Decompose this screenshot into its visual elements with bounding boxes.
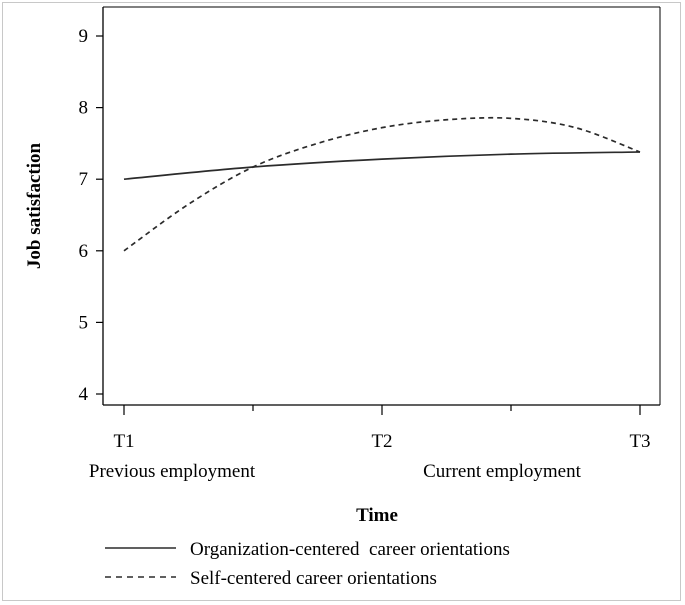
y-tick-label: 7 (79, 169, 89, 190)
series-layer (123, 116, 641, 252)
series-line-organization-centered (123, 151, 641, 181)
legend-label-organization: Organization-centered career orientation… (190, 539, 510, 560)
series-line-self-centered (123, 116, 641, 252)
y-tick-label: 9 (79, 26, 89, 47)
x-tick-label: T2 (371, 431, 392, 452)
y-tick-label: 5 (79, 312, 89, 333)
y-axis-ticks: 4 5 6 7 8 9 (79, 26, 103, 405)
y-tick-label: 4 (79, 384, 89, 405)
y-tick-label: 6 (79, 241, 89, 262)
x-period-label: Previous employment (89, 461, 256, 482)
x-axis-title: Time (356, 505, 398, 526)
x-tick-label: T1 (113, 431, 134, 452)
x-period-label: Current employment (423, 461, 581, 482)
y-axis-title: Job satisfaction (24, 143, 45, 270)
y-tick-label: 8 (79, 98, 89, 119)
legend-label-self: Self-centered career orientations (190, 568, 437, 589)
legend: Organization-centered career orientation… (105, 539, 510, 589)
x-tick-label: T3 (629, 431, 650, 452)
x-axis-ticks: T1 T2 T3 Previous employment Current employm… (89, 405, 651, 482)
